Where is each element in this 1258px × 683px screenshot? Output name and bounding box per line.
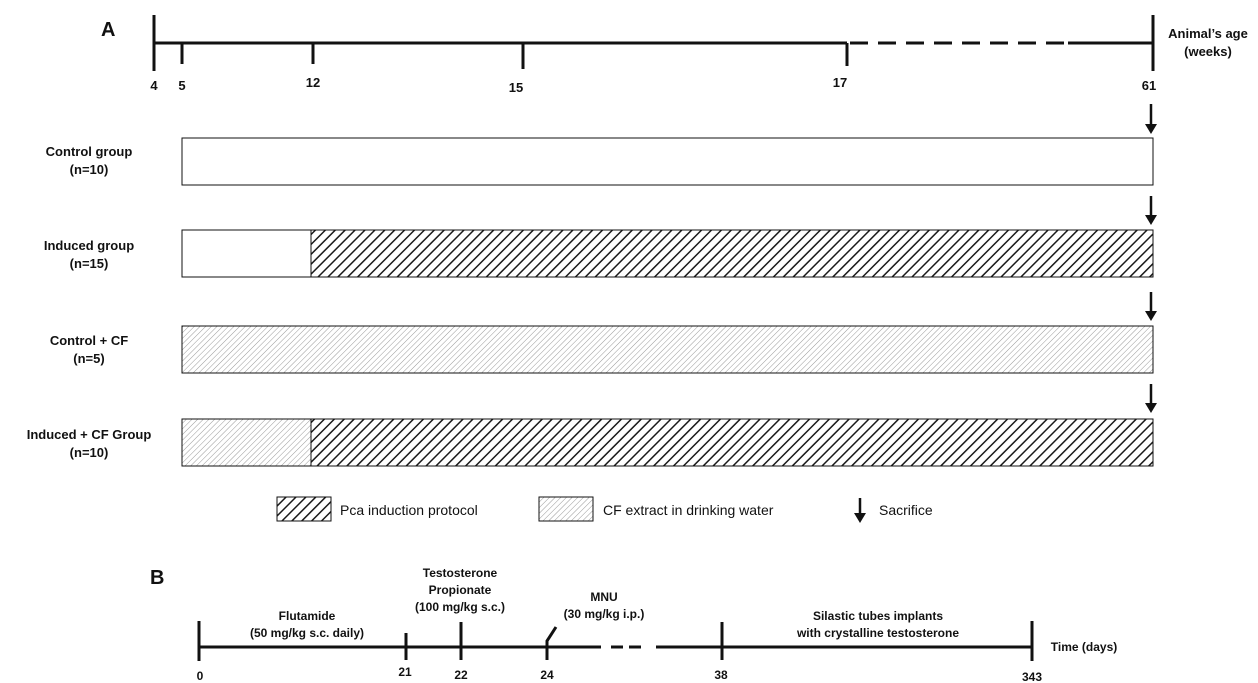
- legend-pca-label: Pca induction protocol: [340, 502, 478, 518]
- group-n: (n=5): [73, 351, 104, 366]
- sacrifice-arrow-head-icon: [1145, 215, 1157, 225]
- tick-label: 0: [197, 669, 204, 683]
- legend-cf-label: CF extract in drinking water: [603, 502, 774, 518]
- induced-group-pca-bar: [310, 229, 1154, 278]
- event-silastic-line2: with crystalline testosterone: [796, 626, 959, 640]
- tick-label: 4: [150, 78, 158, 93]
- event-testosterone-line3: (100 mg/kg s.c.): [415, 600, 505, 614]
- group-n: (n=10): [70, 445, 109, 460]
- panel-b-tick-labels: 0 21 22 24 38 343: [197, 665, 1043, 683]
- tick-label: 15: [509, 80, 523, 95]
- control-group-bar: [181, 137, 1154, 186]
- group-name: Control + CF: [50, 333, 128, 348]
- tick-label: 22: [454, 668, 468, 682]
- tick-label: 12: [306, 75, 320, 90]
- axis-title-line1: Animal’s age: [1168, 26, 1248, 41]
- legend: Pca induction protocol CF extract in dri…: [276, 496, 933, 523]
- group-name: Induced group: [44, 238, 134, 253]
- tick-label: 5: [178, 78, 185, 93]
- group-name: Induced + CF Group: [27, 427, 152, 442]
- panel-a-label: A: [101, 19, 115, 41]
- panel-b-axis-title: Time (days): [1051, 640, 1117, 654]
- sacrifice-arrow-head-icon: [1145, 311, 1157, 321]
- legend-sacrifice-arrow-head-icon: [854, 513, 866, 523]
- tick-label: 38: [714, 668, 728, 682]
- tick-label: 21: [398, 665, 412, 679]
- event-mnu-line2: (30 mg/kg i.p.): [564, 607, 645, 621]
- group-n: (n=10): [70, 162, 109, 177]
- event-testosterone-line1: Testosterone: [423, 566, 498, 580]
- tick-label: 61: [1142, 78, 1156, 93]
- group-labels: Control group (n=10) Induced group (n=15…: [27, 144, 152, 460]
- tick-label: 17: [833, 75, 847, 90]
- group-bars: [181, 137, 1154, 467]
- panel-b-label: B: [150, 567, 164, 589]
- sacrifice-arrows: [1145, 104, 1157, 413]
- axis-title-line2: (weeks): [1184, 44, 1232, 59]
- event-testosterone-line2: Propionate: [429, 583, 492, 597]
- event-mnu-line1: MNU: [590, 590, 617, 604]
- group-name: Control group: [46, 144, 133, 159]
- induced-group-pre-bar: [181, 229, 312, 278]
- tick-label: 343: [1022, 670, 1042, 683]
- sacrifice-arrow-head-icon: [1145, 403, 1157, 413]
- legend-pca-swatch: [276, 496, 332, 522]
- panel-a-tick-labels: 4 5 12 15 17 61: [150, 75, 1156, 95]
- group-n: (n=15): [70, 256, 109, 271]
- panel-a-timeline: [152, 15, 1155, 71]
- induced-cf-pca-bar: [310, 418, 1154, 467]
- legend-cf-swatch: [538, 496, 594, 522]
- control-cf-bar: [181, 325, 1154, 374]
- tick-mark-24: [545, 626, 558, 660]
- legend-sacrifice-label: Sacrifice: [879, 502, 933, 518]
- induced-cf-pre-bar: [181, 418, 312, 467]
- event-flutamide-line2: (50 mg/kg s.c. daily): [250, 626, 364, 640]
- event-silastic-line1: Silastic tubes implants: [813, 609, 943, 623]
- panel-b-events: Flutamide (50 mg/kg s.c. daily) Testoste…: [250, 566, 959, 640]
- event-flutamide-line1: Flutamide: [279, 609, 336, 623]
- tick-label: 24: [540, 668, 554, 682]
- panel-b-timeline: [197, 621, 1034, 661]
- sacrifice-arrow-head-icon: [1145, 124, 1157, 134]
